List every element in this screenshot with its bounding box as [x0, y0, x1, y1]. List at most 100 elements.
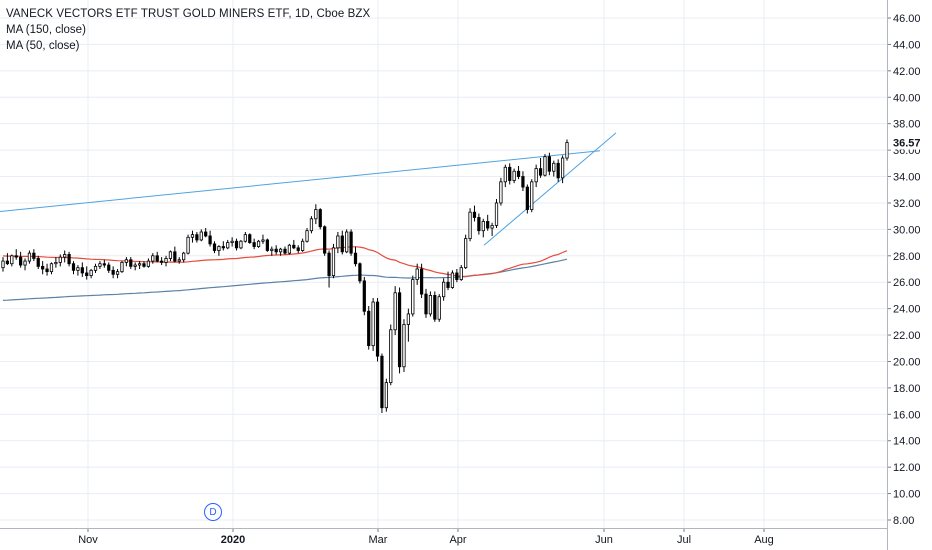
candle-body	[310, 219, 312, 231]
candle	[337, 232, 339, 253]
candle-body	[174, 252, 176, 261]
candle-body	[235, 241, 237, 248]
candle	[81, 262, 83, 277]
candle-body	[478, 217, 480, 230]
candle-body	[350, 232, 352, 253]
candle-body	[37, 258, 39, 266]
candle-body	[55, 262, 57, 263]
candle-body	[178, 260, 180, 261]
candle-body	[2, 261, 4, 268]
candle	[451, 270, 453, 288]
candle-body	[464, 239, 466, 268]
candle	[478, 214, 480, 235]
candle	[495, 199, 497, 228]
x-tick-label: Mar	[369, 534, 388, 546]
candle	[46, 264, 48, 276]
candle	[218, 245, 220, 256]
candle-body	[500, 182, 502, 203]
candle-body	[394, 293, 396, 330]
candle	[363, 277, 365, 315]
candle-body	[315, 210, 317, 219]
candle-body	[196, 235, 198, 240]
candle-body	[68, 254, 70, 263]
candle	[509, 163, 511, 184]
candle	[130, 257, 132, 269]
price-axis[interactable]: 46.0044.0042.0040.0038.0036.0034.0032.00…	[887, 0, 932, 550]
candle-body	[381, 356, 383, 408]
candle-body	[72, 264, 74, 271]
y-tick-label: 28.00	[893, 251, 921, 263]
candle-body	[531, 182, 533, 210]
candle	[469, 208, 471, 241]
candle	[310, 216, 312, 233]
candle	[381, 354, 383, 413]
candle-body	[15, 256, 17, 257]
candle-body	[41, 266, 43, 269]
candle	[482, 219, 484, 237]
candle-body	[368, 311, 370, 345]
dividend-event-badge[interactable]: D	[204, 503, 222, 521]
candle	[385, 379, 387, 412]
candle-body	[165, 258, 167, 262]
candle-body	[143, 264, 145, 267]
candle	[553, 161, 555, 177]
candle	[169, 251, 171, 262]
candle-body	[301, 241, 303, 250]
candle-body	[522, 177, 524, 188]
candle-body	[130, 260, 132, 267]
candle	[41, 261, 43, 274]
candle	[55, 257, 57, 268]
candle-body	[275, 249, 277, 252]
candle-body	[191, 235, 193, 238]
x-tick-label: Apr	[449, 534, 466, 546]
candle-body	[345, 232, 347, 252]
candle-body	[407, 314, 409, 325]
candle-body	[319, 210, 321, 227]
time-axis[interactable]: Nov 2020 Mar Apr Jun Jul Aug	[0, 528, 887, 546]
candle-body	[112, 270, 114, 274]
candle	[539, 158, 541, 178]
candle-body	[460, 268, 462, 280]
candle-body	[169, 252, 171, 259]
candle	[50, 262, 52, 274]
candle-body	[279, 249, 281, 252]
ma50-legend[interactable]: MA (50, close)	[6, 38, 370, 54]
ma150-legend[interactable]: MA (150, close)	[6, 22, 370, 38]
candle	[315, 204, 317, 224]
candles	[2, 140, 568, 413]
y-tick-label: 20.00	[893, 356, 921, 368]
candle	[368, 306, 370, 350]
candle	[522, 171, 524, 191]
candle	[15, 249, 17, 260]
candle	[354, 247, 356, 267]
candle	[390, 324, 392, 385]
candle-body	[231, 241, 233, 242]
candle	[244, 232, 246, 243]
candle-body	[495, 203, 497, 225]
candle-body	[363, 281, 365, 311]
candle	[301, 239, 303, 252]
candle-body	[253, 243, 255, 247]
candle-body	[24, 261, 26, 265]
x-tick-label: Nov	[78, 534, 98, 546]
candle	[103, 260, 105, 268]
candle	[125, 257, 127, 266]
candle-body	[218, 247, 220, 251]
candle	[196, 232, 198, 243]
candle-body	[535, 169, 537, 182]
x-tick-label: Jul	[677, 534, 691, 546]
candle-body	[121, 262, 123, 271]
candle-body	[86, 273, 88, 276]
candle-body	[116, 272, 118, 275]
y-tick-label: 10.00	[893, 489, 921, 501]
candle-body	[341, 236, 343, 252]
candle	[68, 252, 70, 267]
candle	[359, 262, 361, 283]
candle-body	[293, 245, 295, 248]
candle	[209, 231, 211, 247]
candle-body	[103, 264, 105, 265]
candle-body	[354, 253, 356, 264]
y-tick-label: 16.00	[893, 409, 921, 421]
candle-body	[81, 268, 83, 273]
